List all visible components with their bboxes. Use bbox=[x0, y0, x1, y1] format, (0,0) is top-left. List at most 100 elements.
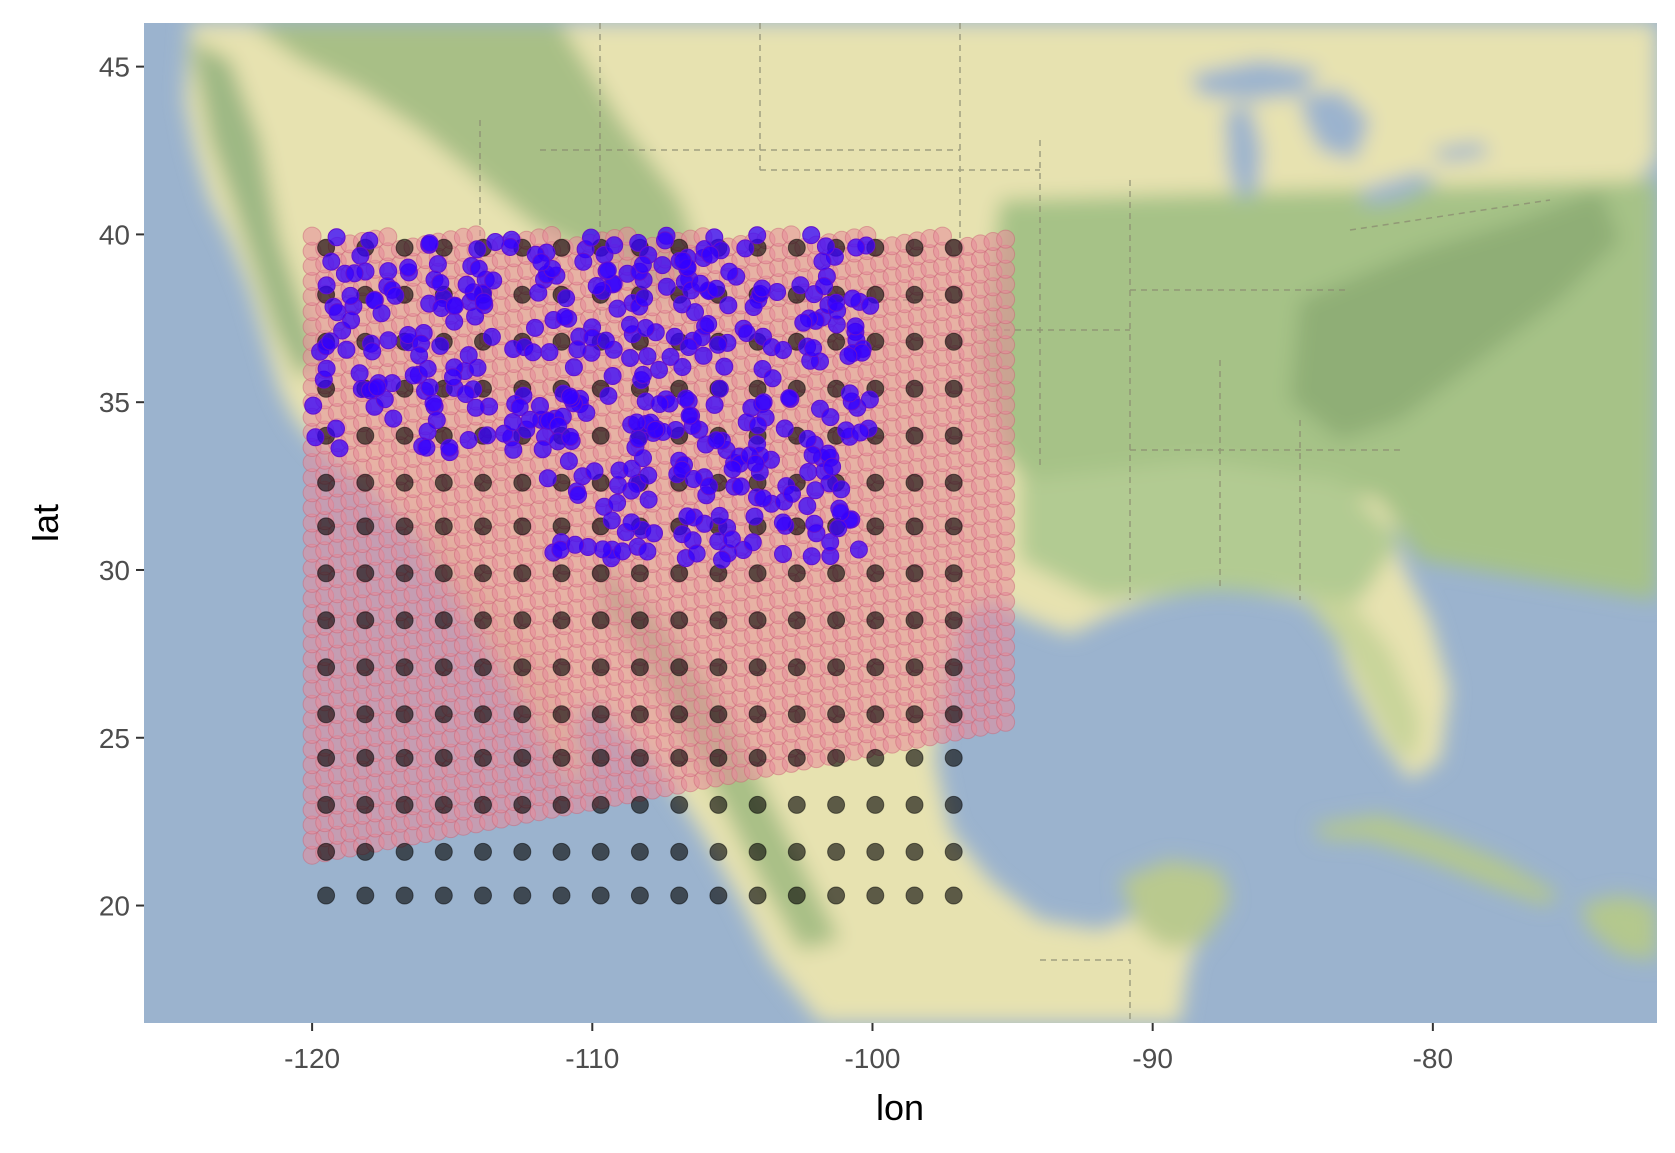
coarse-grid-point-251 bbox=[944, 379, 963, 398]
coarse-grid-point-241 bbox=[944, 842, 963, 861]
observation-point-48 bbox=[557, 289, 576, 308]
observation-point-357 bbox=[444, 368, 462, 387]
observation-point-233 bbox=[745, 507, 764, 526]
coarse-grid-point-165 bbox=[748, 886, 767, 905]
coarse-grid-point-32 bbox=[395, 795, 414, 814]
coarse-grid-point-0 bbox=[317, 886, 336, 905]
land-hispaniola bbox=[1580, 895, 1657, 960]
coarse-grid-point-235 bbox=[905, 426, 924, 445]
coarse-grid-point-69 bbox=[474, 473, 492, 492]
coarse-grid-point-33 bbox=[395, 748, 414, 767]
observation-point-226 bbox=[613, 542, 632, 561]
coarse-grid-point-151 bbox=[709, 842, 728, 861]
coarse-grid-point-238 bbox=[905, 285, 924, 304]
coarse-grid-point-47 bbox=[434, 795, 453, 814]
observation-point-142 bbox=[678, 507, 697, 526]
coarse-grid-point-212 bbox=[866, 795, 885, 814]
green-pacific-coast bbox=[190, 40, 320, 380]
observation-point-125 bbox=[661, 347, 680, 366]
y-axis: 20 25 30 35 40 45 bbox=[99, 52, 144, 922]
coarse-grid-point-135 bbox=[670, 886, 689, 905]
observation-point-369 bbox=[431, 336, 450, 355]
lake-michigan bbox=[1225, 105, 1262, 200]
observation-point-411 bbox=[560, 387, 579, 406]
coarse-grid-point-200 bbox=[827, 658, 846, 677]
coarse-grid-point-4 bbox=[317, 705, 336, 724]
coarse-grid-point-2 bbox=[317, 795, 336, 814]
observation-point-327 bbox=[805, 514, 824, 533]
observation-point-360 bbox=[418, 359, 437, 378]
coarse-grid-point-80 bbox=[513, 658, 532, 677]
observation-point-401 bbox=[650, 360, 668, 379]
observation-point-373 bbox=[627, 413, 646, 432]
coarse-grid-point-68 bbox=[474, 517, 492, 536]
land-yucatan bbox=[1120, 860, 1230, 950]
observation-point-94 bbox=[327, 419, 345, 438]
coarse-grid-point-234 bbox=[905, 473, 924, 492]
coarse-grid-point-247 bbox=[944, 564, 963, 583]
observation-point-285 bbox=[503, 413, 522, 431]
coarse-grid-point-109 bbox=[591, 705, 610, 724]
lake-superior bbox=[1190, 60, 1320, 100]
observation-point-9 bbox=[791, 276, 810, 295]
y-axis-title: lat bbox=[25, 504, 66, 542]
observation-point-343 bbox=[780, 389, 799, 407]
coarse-grid-point-239 bbox=[905, 238, 924, 257]
observation-point-388 bbox=[861, 296, 880, 315]
observation-point-400 bbox=[561, 428, 580, 446]
coarse-grid-point-92 bbox=[552, 795, 571, 814]
observation-point-376 bbox=[372, 304, 391, 323]
observation-point-262 bbox=[417, 438, 436, 457]
observation-point-292 bbox=[746, 454, 765, 473]
coarse-grid-layer bbox=[317, 238, 963, 905]
coarse-grid-point-44 bbox=[395, 238, 414, 257]
observation-point-215 bbox=[638, 542, 657, 561]
coarse-grid-point-115 bbox=[591, 426, 610, 445]
coarse-grid-point-3 bbox=[317, 748, 336, 767]
observation-point-137 bbox=[360, 231, 379, 250]
observation-point-385 bbox=[431, 274, 450, 292]
observation-point-303 bbox=[686, 303, 704, 322]
observation-point-12 bbox=[459, 431, 478, 449]
observation-point-299 bbox=[749, 416, 767, 435]
coarse-grid-point-23 bbox=[356, 517, 375, 536]
state-borders bbox=[479, 23, 1551, 1023]
observation-point-416 bbox=[709, 335, 727, 354]
observation-point-174 bbox=[577, 403, 596, 422]
observation-point-359 bbox=[466, 307, 485, 326]
coarse-grid-point-122 bbox=[630, 795, 649, 814]
coarse-grid-point-126 bbox=[630, 611, 649, 630]
coarse-grid-point-217 bbox=[866, 564, 885, 583]
observation-point-407 bbox=[341, 286, 360, 305]
coarse-grid-point-45 bbox=[434, 886, 453, 905]
coarse-grid-point-106 bbox=[591, 842, 610, 861]
coarse-grid-point-252 bbox=[944, 332, 963, 351]
coarse-grid-point-202 bbox=[827, 564, 846, 583]
observation-point-203 bbox=[639, 466, 658, 485]
observation-point-99 bbox=[468, 240, 487, 259]
observation-point-399 bbox=[803, 445, 822, 464]
observation-point-270 bbox=[379, 331, 398, 350]
observation-point-78 bbox=[629, 233, 648, 252]
observation-point-341 bbox=[350, 364, 369, 383]
observation-point-351 bbox=[775, 419, 794, 438]
coarse-grid-point-242 bbox=[944, 795, 963, 814]
coarse-grid-point-111 bbox=[591, 611, 610, 630]
coarse-grid-point-245 bbox=[944, 658, 963, 677]
observation-point-293 bbox=[707, 431, 726, 450]
observation-point-389 bbox=[847, 238, 866, 257]
x-tick-label: -90 bbox=[1132, 1043, 1172, 1074]
coarse-grid-point-81 bbox=[513, 611, 532, 630]
observation-point-377 bbox=[673, 251, 692, 270]
observation-point-392 bbox=[743, 533, 762, 552]
observation-point-298 bbox=[846, 317, 865, 336]
coarse-grid-point-240 bbox=[944, 886, 963, 905]
observation-point-391 bbox=[719, 296, 738, 315]
coarse-grid-point-244 bbox=[944, 705, 963, 724]
coarse-grid-point-237 bbox=[905, 332, 924, 351]
observation-point-318 bbox=[798, 497, 817, 515]
x-tick-label: -100 bbox=[844, 1043, 900, 1074]
coarse-grid-point-112 bbox=[591, 564, 610, 583]
observation-point-116 bbox=[768, 283, 787, 301]
coarse-grid-point-50 bbox=[434, 658, 453, 677]
